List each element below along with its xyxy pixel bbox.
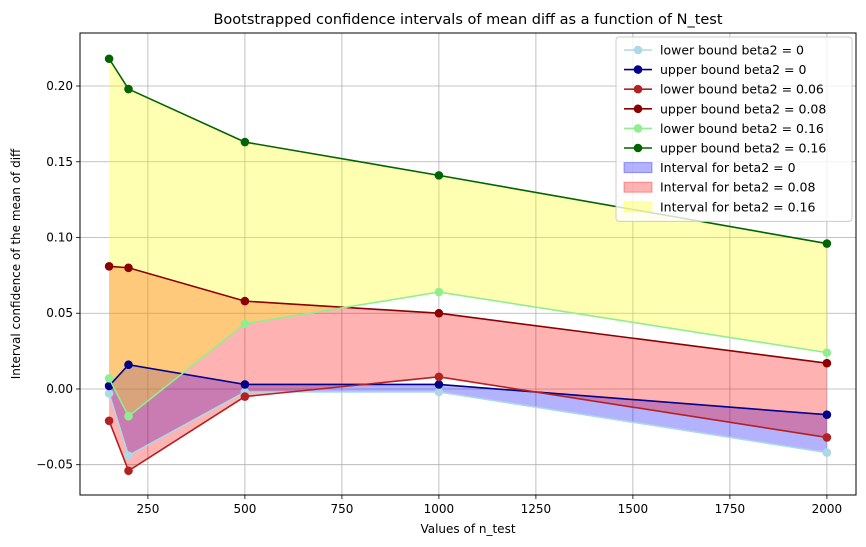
series-lines (104, 54, 832, 476)
x-tick-label: 1000 (424, 502, 455, 516)
x-tick-label: 750 (330, 502, 353, 516)
series-1-point (240, 380, 250, 389)
series-5-point (434, 171, 444, 180)
y-axis-ticks: −0.05 0.00 0.05 0.10 0.15 0.20 (36, 79, 80, 472)
series-2-point (434, 372, 444, 382)
x-tick-label: 250 (136, 502, 159, 516)
interval-area-0 (109, 364, 827, 456)
series-3-point (434, 308, 444, 318)
y-axis-label: Interval confidence of the mean of diff (9, 148, 23, 379)
y-tick-label: 0.20 (46, 79, 73, 93)
series-4-point (240, 319, 250, 329)
legend-area-swatch (623, 162, 653, 174)
legend-box (615, 36, 853, 222)
y-tick-label: 0.10 (46, 230, 73, 244)
legend-label: Interval for beta2 = 0.16 (660, 199, 815, 214)
series-2-point (124, 466, 133, 476)
chart-title: Bootstrapped confidence intervals of mea… (213, 12, 722, 28)
x-tick-label: 500 (233, 502, 256, 516)
series-4-point (822, 348, 832, 357)
x-tick-label: 2000 (812, 502, 843, 516)
legend-marker (633, 84, 643, 94)
series-4-point (124, 411, 133, 421)
series-3-point (124, 263, 133, 273)
series-5-point (240, 137, 250, 147)
series-0-point (124, 451, 133, 460)
series-2-point (240, 392, 250, 401)
interval-area-2 (109, 58, 827, 417)
series-4-point (104, 374, 114, 383)
legend-label: upper bound beta2 = 0 (660, 62, 806, 77)
legend-label: lower bound beta2 = 0.16 (660, 121, 824, 136)
series-2-point (822, 433, 832, 442)
legend-marker (633, 45, 643, 55)
series-3-point (822, 358, 832, 368)
legend-label: lower bound beta2 = 0 (660, 43, 804, 58)
series-5-point (124, 84, 133, 94)
y-tick-label: 0.15 (46, 155, 73, 169)
legend-marker (633, 104, 643, 114)
legend-area-swatch (623, 201, 653, 213)
legend-label: upper bound beta2 = 0.08 (660, 101, 826, 116)
series-3-point (240, 296, 250, 306)
x-tick-label: 1750 (715, 502, 746, 516)
legend-label: Interval for beta2 = 0.08 (660, 180, 815, 195)
legend-marker (633, 143, 643, 153)
series-5-point (822, 239, 832, 248)
series-0-point (822, 448, 832, 457)
series-3-point (104, 261, 114, 271)
y-tick-label: −0.05 (36, 458, 73, 472)
x-axis-ticks: 250 500 750 1000 1250 1500 1750 2000 (136, 495, 842, 516)
legend-marker (633, 124, 643, 133)
series-0-point (434, 387, 444, 397)
series-5-point (104, 54, 114, 64)
series-1-point (124, 360, 133, 370)
series-2-point (104, 416, 114, 426)
series-4-point (434, 287, 444, 297)
x-tick-label: 1500 (618, 502, 649, 516)
legend-label: upper bound beta2 = 0.16 (660, 141, 826, 156)
legend-label: lower bound beta2 = 0.06 (660, 82, 824, 97)
legend-marker (633, 65, 643, 74)
series-1-point (434, 380, 444, 389)
y-tick-label: 0.00 (46, 382, 73, 396)
plot-frame (79, 32, 857, 496)
x-axis-label: Values of n_test (420, 522, 515, 536)
series-0-point (104, 389, 114, 398)
legend-area-swatch (623, 181, 653, 193)
series-1-point (822, 410, 832, 420)
legend-label: Interval for beta2 = 0 (660, 160, 796, 175)
x-tick-label: 1250 (521, 502, 552, 516)
legend: lower bound beta2 = 0 upper bound beta2 =… (615, 36, 853, 222)
y-tick-label: 0.05 (46, 306, 73, 320)
